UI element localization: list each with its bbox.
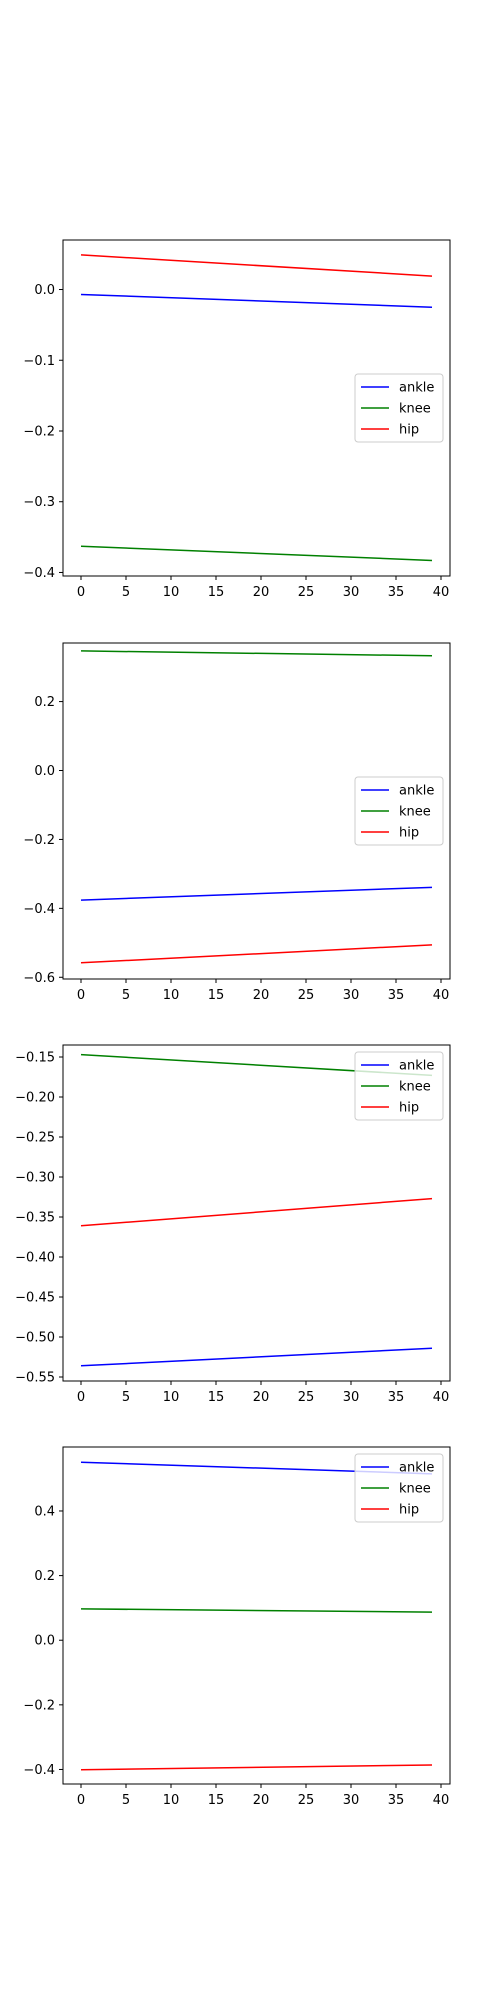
legend-label-hip: hip: [399, 1101, 419, 1116]
series-line-hip: [80, 254, 433, 277]
legend: ankle knee hip: [354, 1051, 444, 1121]
legend-box: [354, 776, 444, 846]
series-line-knee: [80, 545, 433, 562]
axes-frame: [62, 642, 451, 980]
x-tick-label: 20: [253, 585, 270, 600]
legend-label-ankle: ankle: [399, 1059, 434, 1074]
x-tick-label: 35: [388, 1793, 405, 1808]
legend-label-knee: knee: [399, 402, 431, 417]
x-tick-label: 15: [208, 1390, 225, 1405]
chart-panel-1: 0 5 10 15 20 25 30 35 40 −0.4 −0.3 −0.2 −0.1 0.0 ankle…: [23, 239, 451, 600]
y-tick-label: 0.0: [34, 764, 55, 779]
y-tick-label: −0.40: [15, 1251, 55, 1266]
y-tick-label: 0.0: [34, 283, 55, 298]
series-line-ankle: [80, 886, 433, 901]
x-tick-label: 35: [388, 585, 405, 600]
legend-label-ankle: ankle: [399, 1461, 434, 1476]
y-tick-label: 0.4: [34, 1504, 55, 1519]
y-tick-label: −0.6: [23, 971, 55, 986]
y-tick-label: −0.4: [23, 902, 55, 917]
x-tick-label: 15: [208, 1793, 225, 1808]
x-tick-label: 5: [122, 988, 130, 1003]
chart-panel-4: 0 5 10 15 20 25 30 35 40 −0.4 −0.2 0.0 0.2 0.4 ankle kn…: [23, 1446, 451, 1808]
y-tick-label: −0.1: [23, 354, 55, 369]
legend-label-ankle: ankle: [399, 381, 434, 396]
x-tick-label: 20: [253, 988, 270, 1003]
y-tick-label: −0.55: [15, 1371, 55, 1386]
chart-panel-3: 0 5 10 15 20 25 30 35 40 −0.55 −0.50 −0.45 −0.40 −0.3…: [15, 1044, 451, 1405]
series-line-hip: [80, 944, 433, 964]
legend-label-hip: hip: [399, 423, 419, 438]
axes-frame: [62, 1446, 451, 1785]
legend: ankle knee hip: [354, 776, 444, 846]
series-line-hip: [80, 1764, 433, 1771]
series-line-knee: [80, 1608, 433, 1613]
y-tick-label: 0.2: [34, 695, 55, 710]
x-tick-label: 40: [433, 585, 450, 600]
x-tick-label: 40: [433, 1390, 450, 1405]
legend-label-ankle: ankle: [399, 784, 434, 799]
y-tick-label: −0.2: [23, 833, 55, 848]
series-line-ankle: [80, 293, 433, 308]
x-tick-label: 30: [343, 1793, 360, 1808]
legend-label-knee: knee: [399, 1080, 431, 1095]
y-tick-label: −0.50: [15, 1331, 55, 1346]
y-tick-label: −0.2: [23, 1698, 55, 1713]
y-tick-label: −0.15: [15, 1051, 55, 1066]
legend-label-knee: knee: [399, 805, 431, 820]
y-tick-label: −0.2: [23, 424, 55, 439]
legend: ankle knee hip: [354, 1453, 444, 1523]
x-tick-label: 10: [163, 1390, 180, 1405]
y-tick-label: −0.30: [15, 1171, 55, 1186]
x-tick-label: 10: [163, 988, 180, 1003]
axes-frame: [62, 239, 451, 577]
x-tick-label: 30: [343, 585, 360, 600]
x-tick-label: 25: [298, 988, 315, 1003]
axes-frame: [62, 1044, 451, 1382]
legend-label-hip: hip: [399, 1503, 419, 1518]
x-tick-label: 0: [77, 585, 85, 600]
x-tick-label: 40: [433, 1793, 450, 1808]
y-tick-label: −0.45: [15, 1291, 55, 1306]
x-tick-label: 5: [122, 1390, 130, 1405]
series-line-hip: [80, 1197, 433, 1227]
y-tick-label: 0.2: [34, 1569, 55, 1584]
x-tick-label: 5: [122, 1793, 130, 1808]
x-tick-label: 35: [388, 1390, 405, 1405]
x-tick-label: 25: [298, 585, 315, 600]
legend-box: [354, 373, 444, 443]
series-line-ankle: [80, 1347, 433, 1367]
legend-label-hip: hip: [399, 826, 419, 841]
x-tick-label: 25: [298, 1390, 315, 1405]
x-tick-label: 0: [77, 1390, 85, 1405]
y-tick-label: 0.0: [34, 1634, 55, 1649]
y-tick-label: −0.3: [23, 495, 55, 510]
x-tick-label: 0: [77, 988, 85, 1003]
y-tick-label: −0.25: [15, 1131, 55, 1146]
x-tick-label: 20: [253, 1793, 270, 1808]
x-tick-label: 40: [433, 988, 450, 1003]
x-tick-label: 0: [77, 1793, 85, 1808]
x-tick-label: 20: [253, 1390, 270, 1405]
x-tick-label: 25: [298, 1793, 315, 1808]
y-tick-label: −0.35: [15, 1211, 55, 1226]
x-tick-label: 10: [163, 1793, 180, 1808]
x-tick-label: 5: [122, 585, 130, 600]
x-tick-label: 35: [388, 988, 405, 1003]
x-tick-label: 30: [343, 1390, 360, 1405]
x-tick-label: 30: [343, 988, 360, 1003]
legend-box: [354, 1051, 444, 1121]
x-tick-label: 10: [163, 585, 180, 600]
x-tick-label: 15: [208, 988, 225, 1003]
x-tick-label: 15: [208, 585, 225, 600]
y-tick-label: −0.20: [15, 1091, 55, 1106]
y-tick-label: −0.4: [23, 1763, 55, 1778]
chart-panel-2: 0 5 10 15 20 25 30 35 40 −0.6 −0.4 −0.2 0.0 0.2 ankle k…: [23, 642, 451, 1003]
y-tick-label: −0.4: [23, 566, 55, 581]
legend-box: [354, 1453, 444, 1523]
legend-label-knee: knee: [399, 1482, 431, 1497]
legend: ankle knee hip: [354, 373, 444, 443]
series-line-knee: [80, 650, 433, 657]
